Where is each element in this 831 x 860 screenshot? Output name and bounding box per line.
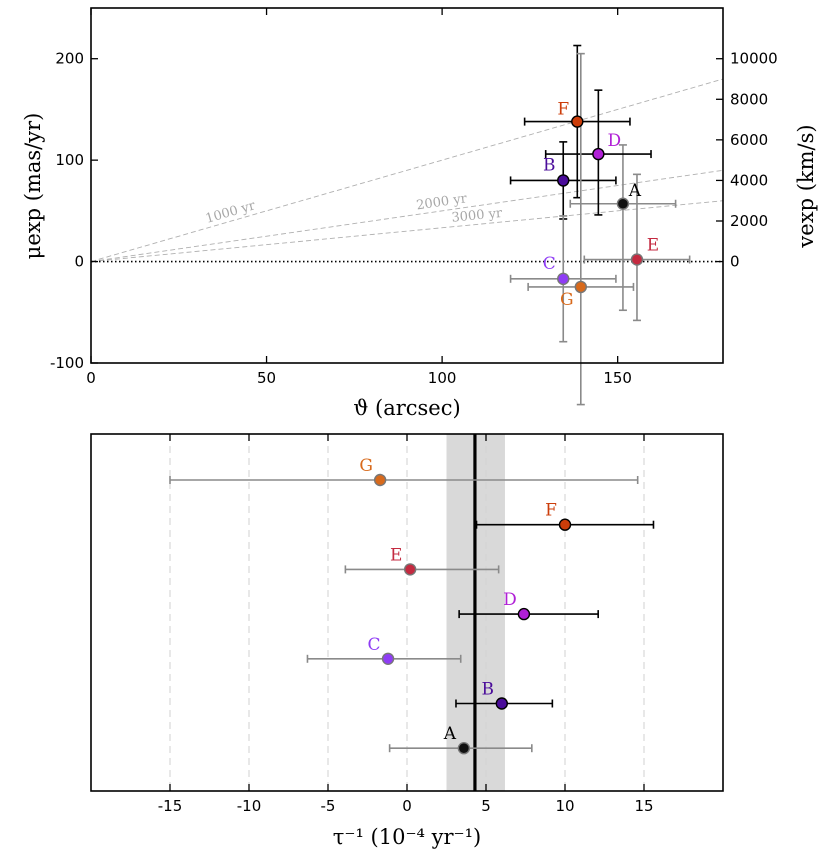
bottom-point-G	[373, 473, 387, 487]
bottom-point-label-C: C	[368, 635, 381, 655]
top-right-tick-label: 6000	[730, 131, 768, 149]
top-point-A	[616, 197, 630, 210]
age-line-label: 3000 yr	[451, 206, 504, 226]
top-point-F	[571, 115, 584, 128]
bottom-point-A	[457, 742, 471, 755]
top-point-label-E: E	[647, 236, 659, 256]
top-point-label-C: C	[543, 254, 556, 274]
bottom-points	[373, 473, 572, 755]
age-line-label: 1000 yr	[204, 198, 258, 227]
bottom-point-F	[558, 518, 572, 531]
bottom-point-C	[381, 652, 395, 665]
top-right-tick-label: 2000	[730, 212, 768, 230]
bottom-error-bars	[169, 476, 655, 753]
age-line-label: 2000 yr	[415, 191, 468, 213]
top-y-axis-title: μexp (mas/yr)	[21, 113, 45, 260]
top-x-tick-label: 150	[603, 369, 632, 387]
top-right-tick-label: 8000	[730, 90, 768, 108]
bottom-axis-ticks: -15 -10 -5 0 5 10 15	[158, 434, 654, 815]
top-right-axis-title: vexp (km/s)	[794, 124, 818, 248]
top-right-tick-label: 10000	[730, 50, 778, 68]
bottom-point-label-E: E	[390, 545, 402, 565]
bottom-x-tick-label: -15	[158, 797, 183, 815]
top-points	[557, 115, 644, 294]
bottom-point-label-F: F	[545, 501, 557, 521]
top-point-D	[592, 147, 605, 161]
bottom-panel: G F E D C B A -15 -10 -5 0 5 10 15 τ⁻¹ (10⁻⁴ yr⁻¹)	[90, 433, 724, 849]
age-line	[90, 169, 724, 263]
top-point-B	[557, 174, 570, 187]
top-x-tick-label: 100	[428, 369, 457, 387]
top-point-label-G: G	[560, 290, 574, 310]
age-line	[90, 200, 724, 263]
bottom-x-axis-title: τ⁻¹ (10⁻⁴ yr⁻¹)	[333, 825, 482, 849]
top-right-tick-label: 0	[730, 253, 740, 271]
bottom-x-tick-label: -5	[321, 797, 336, 815]
bottom-point-D	[517, 607, 531, 621]
top-x-tick-label: 0	[86, 369, 96, 387]
top-plot-frame	[90, 7, 724, 364]
top-x-axis-title: ϑ (arcsec)	[353, 396, 460, 420]
top-y-tick-label: 200	[55, 50, 84, 68]
top-point-G	[574, 280, 587, 294]
bottom-x-tick-label: 0	[402, 797, 412, 815]
bottom-point-label-A: A	[443, 724, 457, 744]
bottom-x-tick-label: 15	[634, 797, 653, 815]
top-point-label-A: A	[628, 181, 642, 201]
bottom-x-tick-label: -10	[237, 797, 262, 815]
bottom-point-B	[495, 697, 508, 710]
top-point-E	[630, 253, 644, 266]
top-point-label-B: B	[543, 155, 556, 175]
top-right-tick-label: 4000	[730, 171, 768, 189]
top-point-C	[557, 272, 570, 286]
top-error-bars	[509, 44, 691, 406]
top-y-tick-label: 100	[55, 151, 84, 169]
bottom-point-E	[403, 563, 417, 576]
top-y-tick-label: -100	[50, 354, 84, 372]
age-line	[90, 78, 724, 263]
top-point-labels: A B C D E F G	[543, 100, 659, 310]
top-y-tick-label: 0	[74, 253, 84, 271]
bottom-x-tick-label: 10	[555, 797, 574, 815]
bottom-plot-frame	[90, 433, 724, 792]
top-point-label-F: F	[557, 100, 569, 120]
bottom-point-label-B: B	[482, 680, 495, 700]
top-x-tick-label: 50	[257, 369, 276, 387]
bottom-point-label-G: G	[359, 456, 373, 476]
bottom-point-labels: G F E D C B A	[359, 456, 557, 744]
bottom-grid-lines	[169, 434, 645, 791]
bottom-x-tick-label: 5	[481, 797, 491, 815]
top-point-label-D: D	[608, 131, 622, 151]
bottom-point-label-D: D	[503, 590, 517, 610]
top-axes-ticks: 0 50 100 150-100010020002000400060008000100…	[50, 8, 778, 387]
